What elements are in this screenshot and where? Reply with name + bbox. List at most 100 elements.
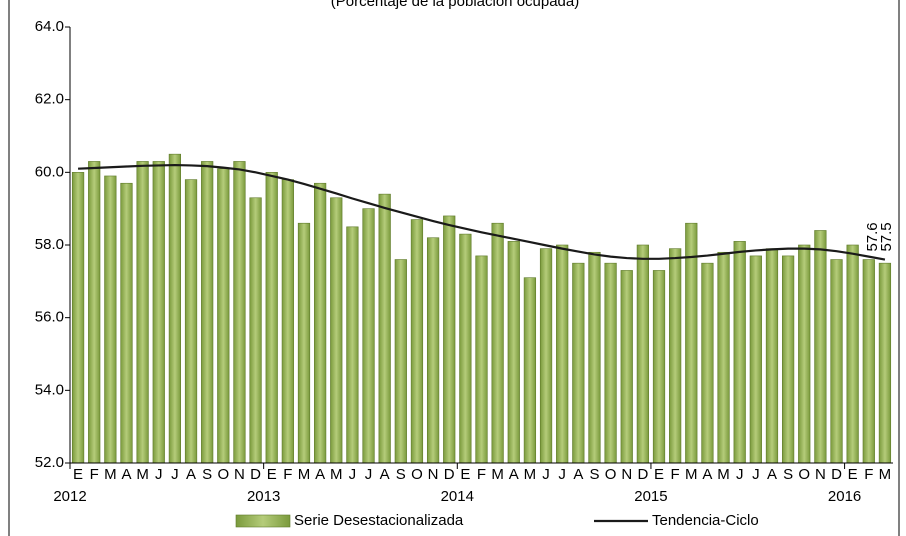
bar (846, 244, 859, 464)
bar (201, 161, 214, 464)
x-tick-label: M (717, 466, 730, 483)
bar (104, 175, 117, 464)
value-label: 57.5 (878, 222, 895, 251)
bar (588, 251, 601, 464)
bar (378, 193, 391, 464)
x-group-label: 2015 (634, 488, 667, 505)
x-tick-label: J (752, 466, 760, 483)
x-tick-label: A (509, 466, 519, 483)
x-tick-label: J (349, 466, 357, 483)
x-tick-label: F (477, 466, 486, 483)
x-tick-label: M (298, 466, 311, 483)
x-tick-label: E (848, 466, 858, 483)
bar (491, 222, 504, 464)
x-tick-label: F (283, 466, 292, 483)
x-tick-label: A (573, 466, 583, 483)
x-tick-label: M (104, 466, 117, 483)
legend-label: Tendencia-Ciclo (652, 512, 759, 529)
x-tick-label: A (315, 466, 325, 483)
x-tick-label: F (671, 466, 680, 483)
bar (362, 208, 375, 464)
y-tick-label: 64.0 (35, 18, 64, 35)
bar (685, 222, 698, 464)
x-tick-label: M (491, 466, 504, 483)
bar (330, 197, 343, 464)
x-tick-label: A (702, 466, 712, 483)
bar (217, 168, 230, 464)
x-tick-label: N (234, 466, 245, 483)
y-tick-label: 60.0 (35, 163, 64, 180)
bar (765, 248, 779, 464)
x-tick-label: E (267, 466, 277, 483)
x-tick-label: N (621, 466, 632, 483)
x-tick-label: M (330, 466, 343, 483)
bar (556, 244, 569, 464)
bar (652, 270, 666, 464)
bar (168, 153, 182, 464)
bar (701, 262, 714, 464)
bar (426, 237, 440, 464)
x-tick-label: N (815, 466, 826, 483)
bar (265, 172, 278, 464)
x-tick-label: O (217, 466, 229, 483)
bar (798, 244, 811, 464)
bar (878, 262, 892, 464)
x-group-label: 2012 (53, 488, 86, 505)
x-tick-label: O (798, 466, 810, 483)
x-tick-label: F (864, 466, 873, 483)
bar (507, 241, 520, 464)
bar (733, 241, 746, 464)
bar (523, 277, 537, 464)
x-tick-label: D (637, 466, 648, 483)
x-tick-label: J (171, 466, 179, 483)
bar (636, 244, 649, 464)
x-tick-label: M (685, 466, 698, 483)
y-tick-label: 56.0 (35, 309, 64, 326)
x-tick-label: M (524, 466, 537, 483)
x-tick-label: A (767, 466, 777, 483)
x-tick-label: O (411, 466, 423, 483)
y-tick-label: 52.0 (35, 454, 64, 471)
bar (152, 161, 165, 464)
y-tick-label: 54.0 (35, 381, 64, 398)
bar (71, 172, 85, 464)
bar (604, 262, 617, 464)
bar (669, 248, 682, 464)
x-tick-label: S (783, 466, 793, 483)
bar (717, 251, 730, 464)
x-tick-label: D (250, 466, 261, 483)
x-group-label: 2014 (441, 488, 474, 505)
bar (233, 161, 246, 464)
bar (749, 255, 762, 464)
x-tick-label: D (831, 466, 842, 483)
trend-line (78, 163, 886, 261)
bar (862, 259, 875, 464)
bar (443, 215, 456, 464)
x-tick-label: S (589, 466, 599, 483)
x-tick-label: J (542, 466, 550, 483)
x-tick-label: M (879, 466, 892, 483)
x-tick-label: J (558, 466, 566, 483)
x-tick-label: J (736, 466, 744, 483)
bar (297, 222, 311, 464)
bar (459, 233, 472, 464)
x-tick-label: J (365, 466, 373, 483)
x-tick-label: N (428, 466, 439, 483)
bar (475, 255, 488, 464)
x-tick-label: E (460, 466, 470, 483)
value-label: 57.6 (864, 222, 881, 251)
x-tick-label: E (73, 466, 83, 483)
bar (314, 182, 327, 464)
x-tick-label: S (396, 466, 406, 483)
bar (120, 182, 133, 464)
x-tick-label: A (186, 466, 196, 483)
x-tick-label: F (90, 466, 99, 483)
bar (346, 226, 359, 464)
chart-subtitle: (Porcentaje de la población ocupada) (331, 0, 580, 10)
x-group-label: 2013 (247, 488, 280, 505)
y-tick-label: 62.0 (35, 91, 64, 108)
bar (394, 259, 407, 464)
x-tick-label: A (121, 466, 131, 483)
bar (814, 230, 827, 464)
